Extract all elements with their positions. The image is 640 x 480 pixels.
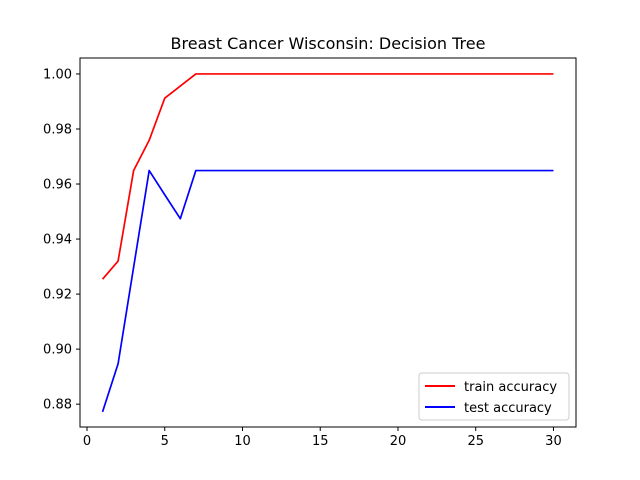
x-tick-label: 30 [545, 434, 562, 449]
series-line-train [101, 73, 554, 280]
y-tick-label: 0.94 [43, 233, 72, 248]
y-tick-label: 0.92 [43, 288, 72, 303]
chart-title: Breast Cancer Wisconsin: Decision Tree [171, 34, 486, 53]
legend: train accuracy test accuracy [418, 372, 570, 421]
x-tick-label: 15 [312, 434, 329, 449]
y-tick-label: 0.88 [43, 398, 72, 413]
x-tick-label: 5 [161, 434, 169, 449]
x-tick-label: 25 [467, 434, 484, 449]
legend-label-test: test accuracy [464, 401, 552, 416]
y-tick-label: 0.98 [43, 122, 72, 137]
x-tick-label: 20 [390, 434, 407, 449]
y-tick-label: 0.96 [43, 178, 72, 193]
y-axis: 0.88 0.90 0.92 0.94 0.96 0.98 1.00 [43, 67, 80, 413]
y-tick-label: 1.00 [43, 67, 72, 82]
x-tick-label: 0 [83, 434, 91, 449]
x-axis: 0 5 10 15 20 25 30 [83, 427, 562, 449]
plot-area [79, 57, 577, 428]
series-layer [101, 73, 554, 413]
y-tick-label: 0.90 [43, 343, 72, 358]
axes-frame [79, 57, 577, 428]
legend-box [418, 372, 570, 421]
legend-label-train: train accuracy [464, 380, 557, 395]
series-line-test [101, 169, 554, 413]
x-tick-label: 10 [234, 434, 251, 449]
